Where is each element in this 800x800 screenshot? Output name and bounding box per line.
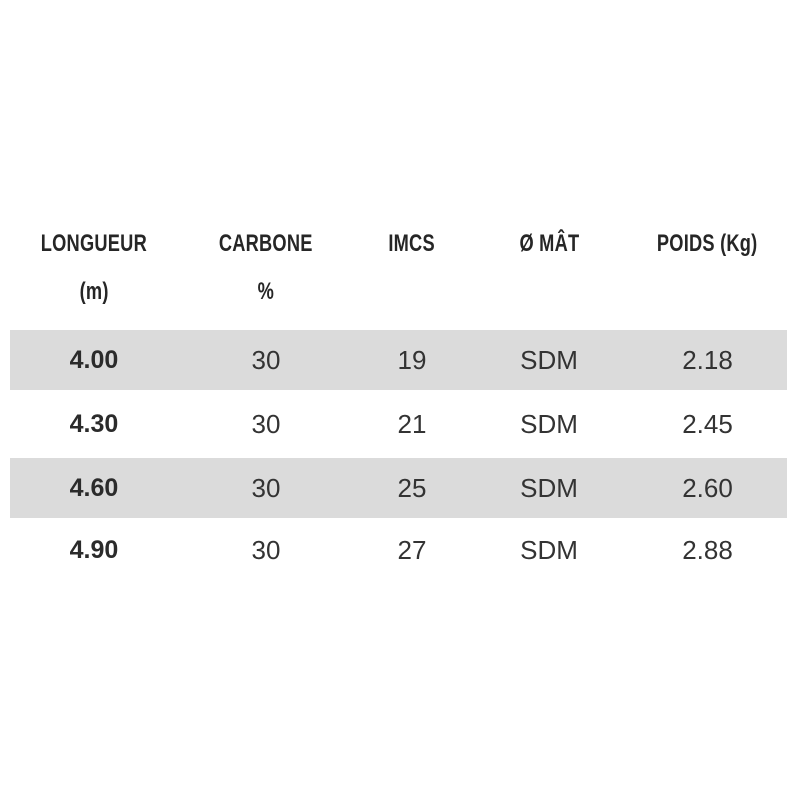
cell-imcs: 27 xyxy=(397,534,427,565)
table-row: 4.00 30 19 SDM 2.18 xyxy=(10,330,787,390)
cell-imcs: 25 xyxy=(397,472,427,503)
table-header: LONGUEUR CARBONE IMCS Ø MÂT POIDS (Kg) (… xyxy=(10,222,787,330)
col-header-imcs-label: IMCS xyxy=(388,230,436,257)
col-header-carbone: CARBONE xyxy=(178,222,354,266)
col-header-longueur: LONGUEUR xyxy=(10,222,178,266)
header-row-units: (m) % xyxy=(10,266,787,318)
table-row: 4.90 30 27 SDM 2.88 xyxy=(10,518,787,582)
col-header-mat-diameter: Ø MÂT xyxy=(470,222,628,266)
cell-mat: SDM xyxy=(520,344,578,375)
table-row: 4.60 30 25 SDM 2.60 xyxy=(10,458,787,518)
cell-mat: SDM xyxy=(520,472,578,503)
col-subheader-longueur-unit: (m) xyxy=(10,266,178,318)
table-body: 4.00 30 19 SDM 2.18 4.30 30 21 SDM 2.45 4.60 30 25 SD… xyxy=(10,330,787,582)
table-row: 4.30 30 21 SDM 2.45 xyxy=(10,390,787,458)
cell-poids: 2.18 xyxy=(682,344,733,375)
cell-mat: SDM xyxy=(520,534,578,565)
header-row-main: LONGUEUR CARBONE IMCS Ø MÂT POIDS (Kg) xyxy=(10,222,787,266)
col-subheader-mat-unit xyxy=(470,266,628,318)
cell-carbone: 30 xyxy=(251,534,281,565)
header-gap xyxy=(10,318,787,330)
cell-longueur: 4.60 xyxy=(69,473,119,502)
col-header-poids-label: POIDS (Kg) xyxy=(657,230,758,257)
cell-poids: 2.45 xyxy=(682,408,733,439)
mast-spec-table: LONGUEUR CARBONE IMCS Ø MÂT POIDS (Kg) (… xyxy=(10,222,787,582)
col-subheader-poids-unit xyxy=(628,266,787,318)
col-subheader-longueur-unit-label: (m) xyxy=(79,278,109,305)
cell-poids: 2.60 xyxy=(682,472,733,503)
cell-carbone: 30 xyxy=(251,472,281,503)
col-subheader-carbone-unit-label: % xyxy=(257,278,275,305)
col-subheader-imcs-unit xyxy=(354,266,470,318)
cell-longueur: 4.30 xyxy=(69,409,119,438)
cell-longueur: 4.00 xyxy=(69,345,119,374)
col-subheader-carbone-unit: % xyxy=(178,266,354,318)
cell-carbone: 30 xyxy=(251,408,281,439)
cell-mat: SDM xyxy=(520,408,578,439)
cell-imcs: 19 xyxy=(397,344,427,375)
col-header-poids: POIDS (Kg) xyxy=(628,222,787,266)
cell-longueur: 4.90 xyxy=(69,535,119,564)
cell-imcs: 21 xyxy=(397,408,427,439)
col-header-carbone-label: CARBONE xyxy=(219,230,313,257)
col-header-longueur-label: LONGUEUR xyxy=(40,230,148,257)
col-header-imcs: IMCS xyxy=(354,222,470,266)
cell-poids: 2.88 xyxy=(682,534,733,565)
cell-carbone: 30 xyxy=(251,344,281,375)
col-header-mat-diameter-label: Ø MÂT xyxy=(519,230,579,257)
